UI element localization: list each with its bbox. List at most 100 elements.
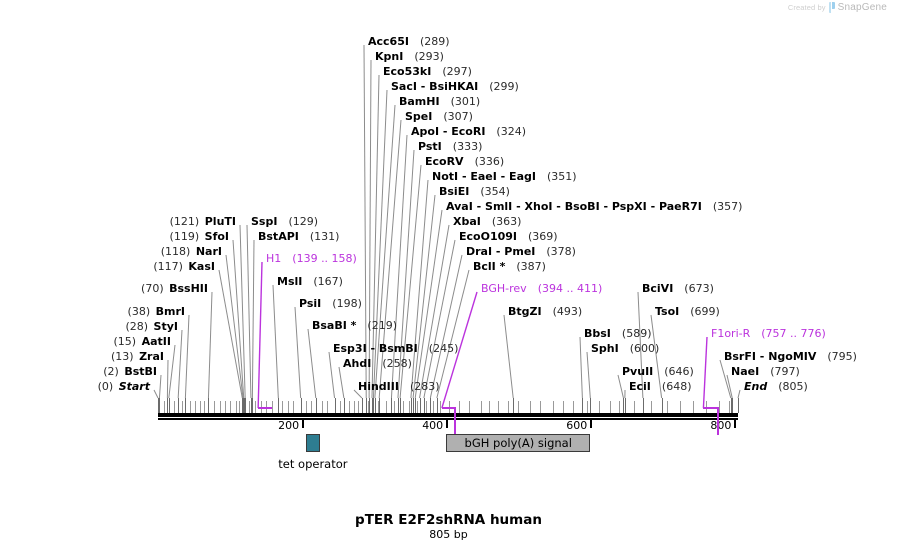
- primer-label-f1orir[interactable]: F1ori-R (757 .. 776): [711, 328, 826, 339]
- sequence-tick: [433, 401, 435, 413]
- enzyme-label-aatii[interactable]: (15) AatII: [0, 336, 171, 347]
- enzyme-label-noti[interactable]: NotI - EaeI - EagI (351): [432, 171, 577, 182]
- sequence-tick: [508, 401, 510, 413]
- restriction-site-tick: [371, 398, 373, 413]
- restriction-site-tick: [369, 398, 371, 413]
- enzyme-name: KasI: [188, 260, 215, 273]
- enzyme-label-sfoi[interactable]: (119) SfoI: [0, 231, 229, 242]
- primer-label-h1[interactable]: H1 (139 .. 158): [266, 253, 357, 264]
- enzyme-position: (357): [712, 200, 743, 213]
- enzyme-label-msli[interactable]: MslI (167): [277, 276, 343, 287]
- enzyme-label-ahdi[interactable]: AhdI (258): [343, 358, 412, 369]
- enzyme-label-bstbi[interactable]: (2) BstBI: [0, 366, 157, 377]
- enzyme-position: (131): [309, 230, 340, 243]
- enzyme-label-hindiii[interactable]: HindIII (283): [358, 381, 440, 392]
- sequence-tick: [529, 401, 531, 413]
- enzyme-position: (387): [516, 260, 546, 273]
- enzyme-name: SphI: [591, 342, 619, 355]
- enzyme-label-bsiei[interactable]: BsiEI (354): [439, 186, 510, 197]
- enzyme-label-pvuii[interactable]: PvuII (646): [622, 366, 694, 377]
- enzyme-label-bbsi[interactable]: BbsI (589): [584, 328, 652, 339]
- sequence-tick: [562, 401, 564, 413]
- enzyme-label-nari[interactable]: (118) NarI: [0, 246, 222, 257]
- enzyme-label-styi[interactable]: (28) StyI: [0, 321, 178, 332]
- enzyme-label-apoi[interactable]: ApoI - EcoRI (324): [411, 126, 526, 137]
- enzyme-position: (15): [113, 335, 137, 348]
- enzyme-label-saci[interactable]: SacI - BsiHKAI (299): [391, 81, 519, 92]
- enzyme-label-psii[interactable]: PsiI (198): [299, 298, 362, 309]
- sequence-tick: [248, 401, 250, 413]
- restriction-site-tick: [624, 398, 626, 413]
- enzyme-label-psti[interactable]: PstI (333): [418, 141, 482, 152]
- enzyme-position: (293): [414, 50, 444, 63]
- enzyme-name: BbsI: [584, 327, 611, 340]
- enzyme-position: (198): [332, 297, 362, 310]
- restriction-site-tick: [623, 398, 625, 413]
- enzyme-name: SfoI: [204, 230, 229, 243]
- enzyme-position: (378): [546, 245, 576, 258]
- restriction-site-tick: [315, 398, 317, 413]
- sequence-tick: [728, 401, 730, 413]
- restriction-site-tick: [400, 398, 402, 413]
- feature-tet-operator[interactable]: [305, 434, 321, 452]
- enzyme-label-pluti[interactable]: (121) PluTI: [0, 216, 236, 227]
- enzyme-position: (333): [452, 140, 483, 153]
- feature-bgh-poly-a-signal[interactable]: bGH poly(A) signal: [446, 434, 591, 452]
- restriction-site-tick: [366, 398, 368, 413]
- enzyme-label-end[interactable]: End (805): [744, 381, 808, 392]
- enzyme-label-eco53ki[interactable]: Eco53kI (297): [383, 66, 472, 77]
- enzyme-label-start[interactable]: (0) Start: [0, 381, 150, 392]
- enzyme-label-spei[interactable]: SpeI (307): [405, 111, 473, 122]
- sequence-tick: [281, 401, 283, 413]
- enzyme-label-kpni[interactable]: KpnI (293): [375, 51, 444, 62]
- enzyme-label-bsshii[interactable]: (70) BssHII: [0, 283, 208, 294]
- enzyme-label-bstapi[interactable]: BstAPI (131): [258, 231, 339, 242]
- enzyme-label-ecii[interactable]: EciI (648): [629, 381, 692, 392]
- enzyme-label-esp3i[interactable]: Esp3I - BsmBI (245): [333, 343, 458, 354]
- enzyme-position: (307): [443, 110, 473, 123]
- enzyme-label-bcivi[interactable]: BciVI (673): [642, 283, 714, 294]
- enzyme-label-tsoi[interactable]: TsoI (699): [655, 306, 720, 317]
- enzyme-label-avai[interactable]: AvaI - SmlI - XhoI - BsoBI - PspXI - Pae…: [446, 201, 742, 212]
- enzyme-label-zrai[interactable]: (13) ZraI: [0, 351, 164, 362]
- enzyme-label-ecoo109i[interactable]: EcoO109I (369): [459, 231, 558, 242]
- enzyme-position: (301): [450, 95, 481, 108]
- restriction-site-tick: [513, 398, 515, 413]
- restriction-site-tick: [419, 398, 421, 413]
- primer-label-bghrev[interactable]: BGH-rev (394 .. 411): [481, 283, 602, 294]
- restriction-site-tick: [391, 398, 393, 413]
- sequence-tick: [573, 401, 574, 413]
- enzyme-label-xbai[interactable]: XbaI (363): [453, 216, 521, 227]
- sequence-tick: [322, 401, 324, 413]
- enzyme-position: (245): [428, 342, 459, 355]
- enzyme-label-drai[interactable]: DraI - PmeI (378): [466, 246, 576, 257]
- enzyme-label-bsrfi[interactable]: BsrFI - NgoMIV (795): [724, 351, 857, 362]
- enzyme-label-sphi[interactable]: SphI (600): [591, 343, 659, 354]
- restriction-site-tick: [252, 398, 254, 413]
- enzyme-label-kasi[interactable]: (117) KasI: [0, 261, 215, 272]
- sequence-tick: [287, 401, 289, 413]
- sequence-tick: [480, 401, 482, 413]
- enzyme-label-bcli[interactable]: BclI * (387): [473, 261, 546, 272]
- enzyme-label-acc65i[interactable]: Acc65I (289): [368, 36, 450, 47]
- enzyme-label-ecorv[interactable]: EcoRV (336): [425, 156, 504, 167]
- restriction-site-tick: [374, 398, 376, 413]
- enzyme-name: MslI: [277, 275, 303, 288]
- enzyme-label-naei[interactable]: NaeI (797): [731, 366, 800, 377]
- restriction-site-tick: [168, 398, 170, 413]
- sequence-tick: [518, 401, 520, 413]
- restriction-site-tick: [185, 398, 187, 413]
- sequence-tick: [199, 401, 201, 413]
- snapgene-flag-icon: [828, 2, 835, 13]
- sequence-tick: [195, 401, 197, 413]
- enzyme-label-bamhi[interactable]: BamHI (301): [399, 96, 480, 107]
- enzyme-label-sspi[interactable]: SspI (129): [251, 216, 318, 227]
- enzyme-label-btgzi[interactable]: BtgZI (493): [508, 306, 582, 317]
- enzyme-position: (600): [629, 342, 660, 355]
- enzyme-label-bmri[interactable]: (38) BmrI: [0, 306, 185, 317]
- enzyme-position: (129): [288, 215, 319, 228]
- enzyme-label-bsabi[interactable]: BsaBI * (219): [312, 320, 397, 331]
- enzyme-position: (289): [419, 35, 450, 48]
- restriction-site-tick: [245, 398, 247, 413]
- enzyme-name: BsiEI: [439, 185, 470, 198]
